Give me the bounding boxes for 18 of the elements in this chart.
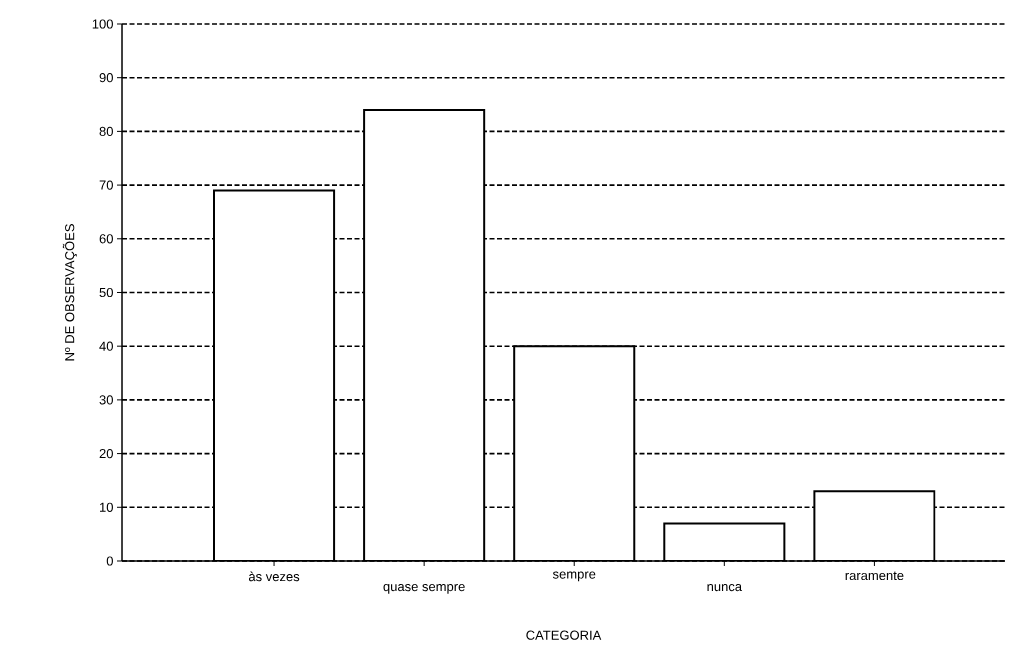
y-tick-label: 40 bbox=[99, 341, 113, 351]
y-tick-label: 0 bbox=[106, 556, 113, 566]
x-tick-label: às vezes bbox=[248, 571, 300, 582]
y-axis-title: Nº DE OBSERVAÇÕES bbox=[62, 224, 77, 361]
y-tick-label: 70 bbox=[99, 180, 113, 190]
y-tick-label: 100 bbox=[92, 19, 113, 29]
x-tick-label: quase sempre bbox=[383, 584, 465, 594]
y-tick-label: 80 bbox=[99, 126, 113, 136]
y-tick-label: 10 bbox=[100, 502, 113, 512]
y-tick-label: 50 bbox=[99, 287, 113, 298]
x-tick-label: nunca bbox=[707, 584, 743, 592]
x-tick-label: sempre bbox=[552, 571, 596, 582]
y-tick-label: 30 bbox=[99, 395, 113, 405]
y-tick-label: 90 bbox=[99, 73, 113, 83]
x-axis-title: CATEGORIA bbox=[526, 630, 602, 640]
y-tick-label: 60 bbox=[99, 234, 113, 244]
y-tick-label: 20 bbox=[99, 448, 113, 459]
x-tick-label: raramente bbox=[845, 571, 904, 581]
